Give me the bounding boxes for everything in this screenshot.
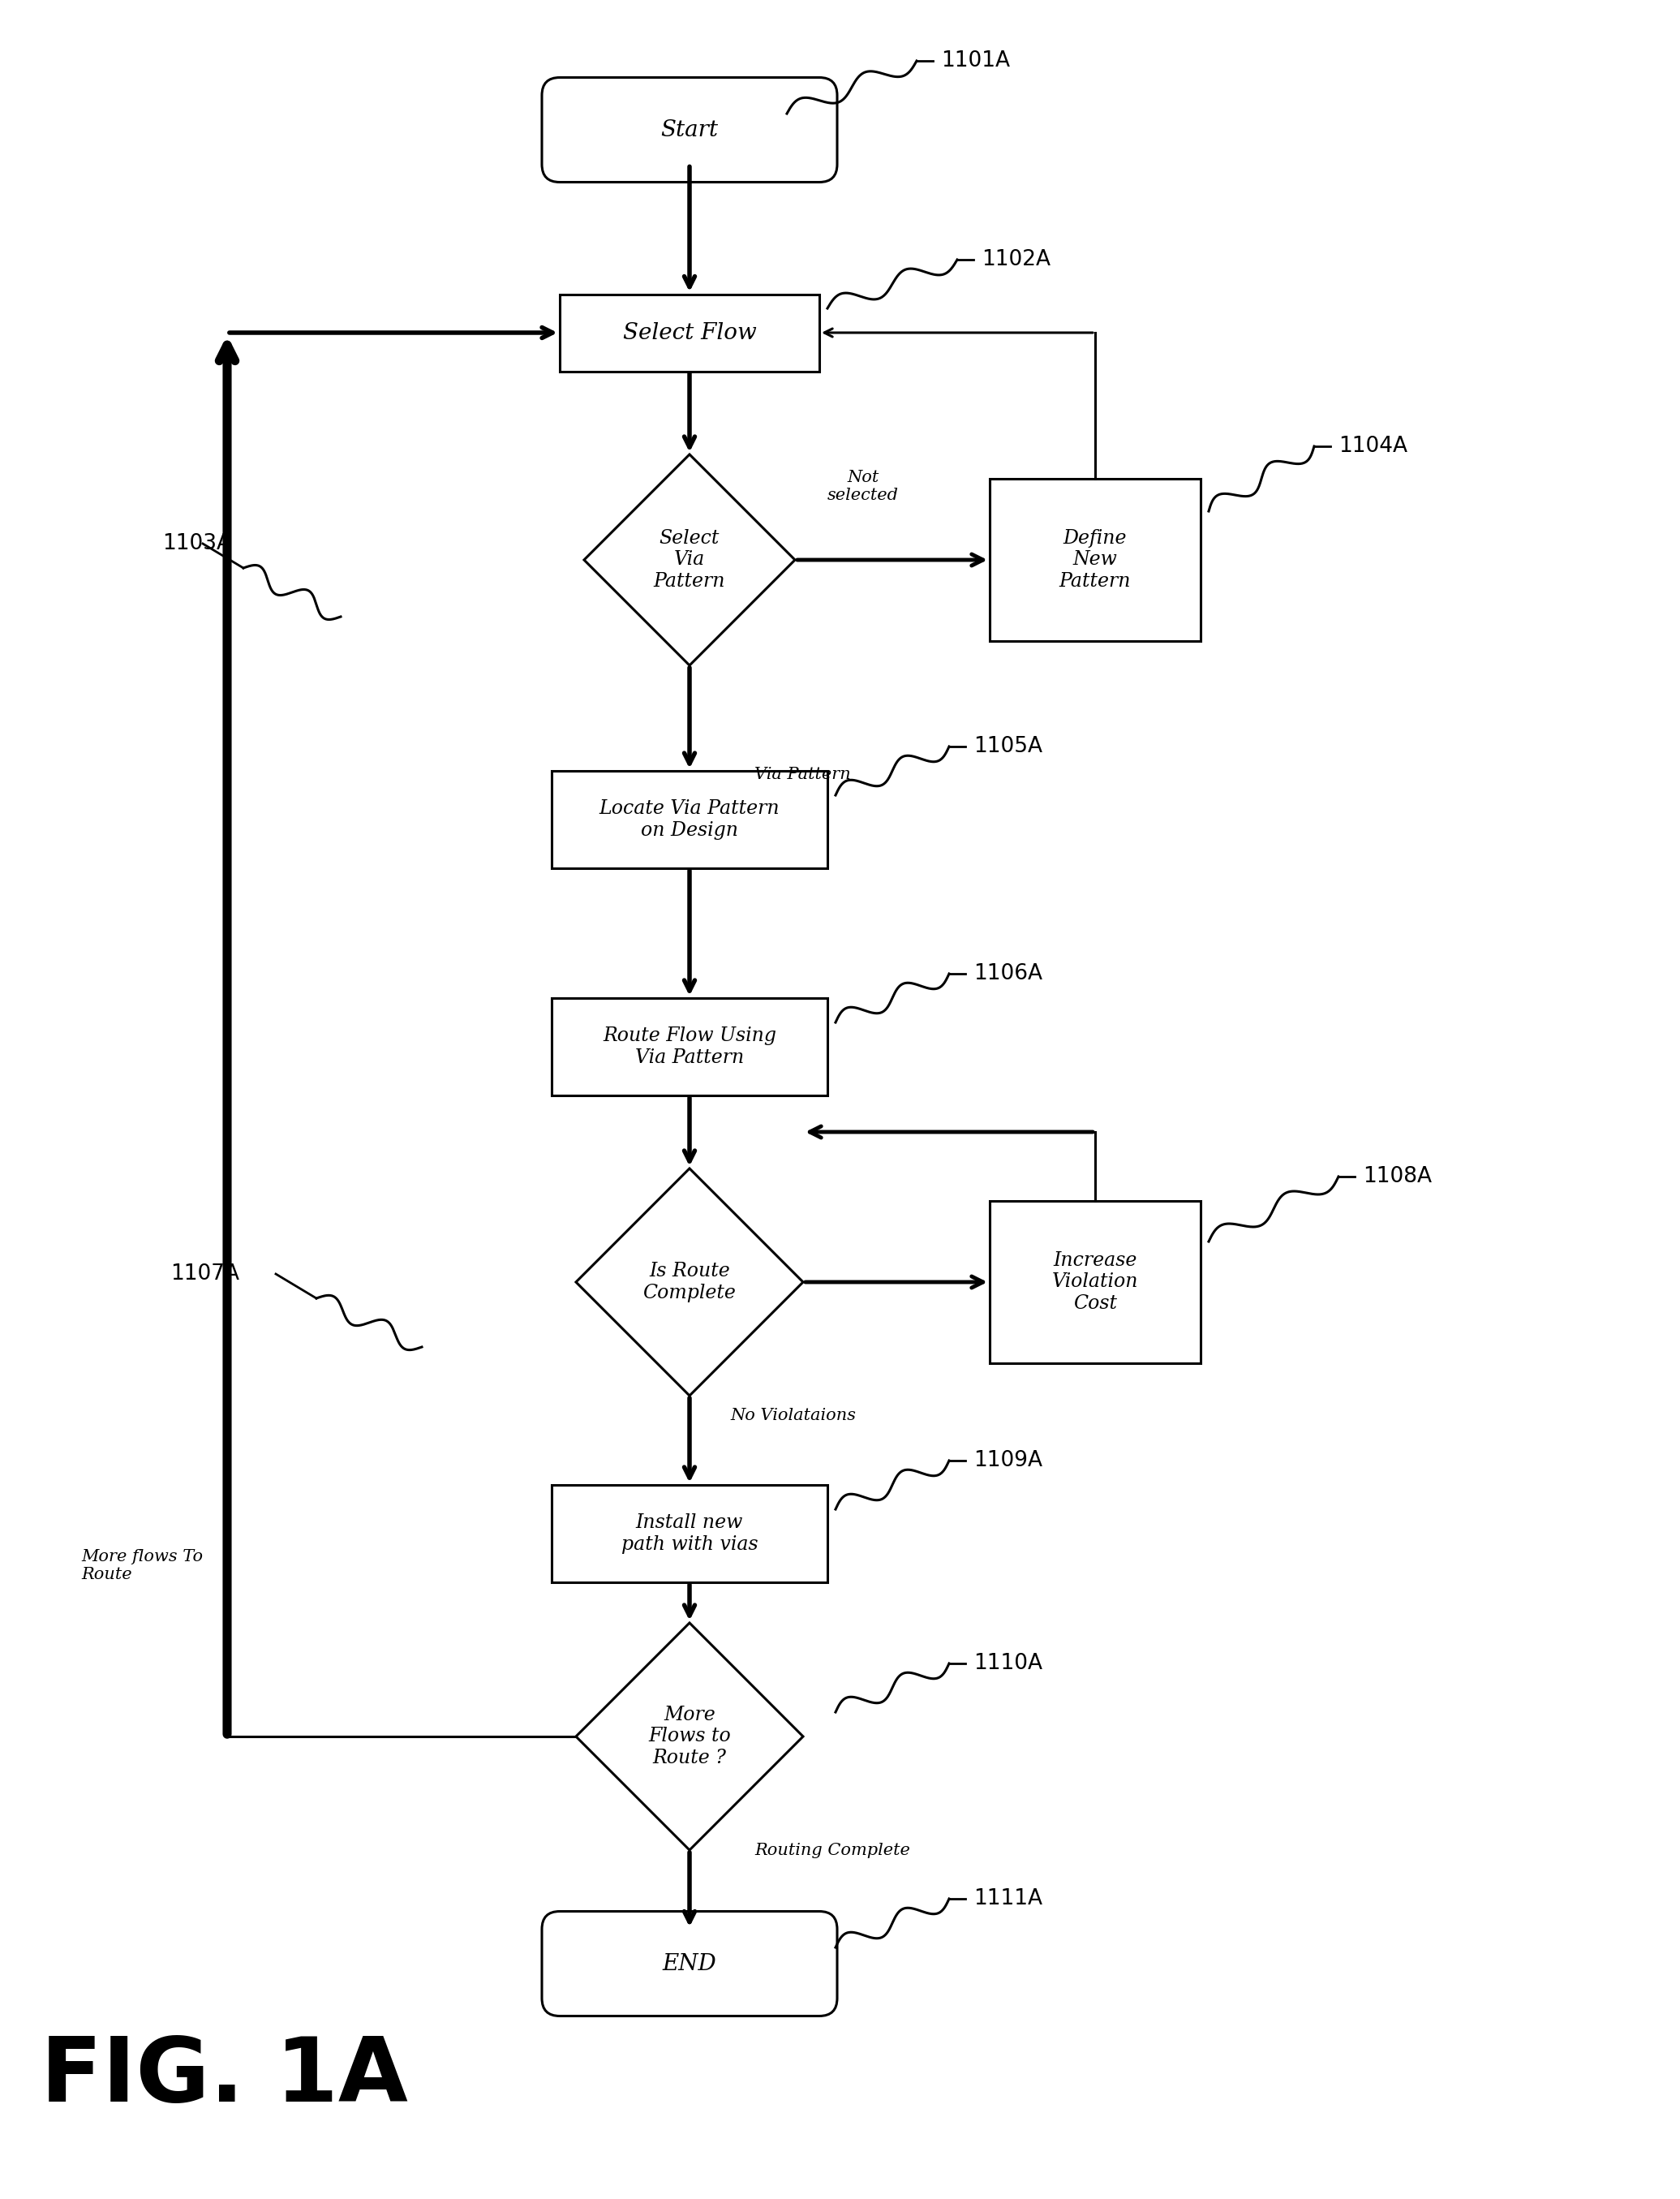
Text: Routing Complete: Routing Complete <box>754 1843 911 1858</box>
Text: Route Flow Using
Via Pattern: Route Flow Using Via Pattern <box>603 1027 776 1067</box>
Bar <box>990 479 1201 642</box>
Bar <box>551 1484 828 1583</box>
Text: 1103A: 1103A <box>163 532 232 554</box>
Bar <box>551 772 828 869</box>
Text: 1105A: 1105A <box>973 737 1042 756</box>
Text: 1108A: 1108A <box>1362 1165 1431 1187</box>
Text: 1102A: 1102A <box>981 248 1050 270</box>
Text: Start: Start <box>660 119 719 141</box>
Text: More flows To
Route: More flows To Route <box>81 1550 203 1583</box>
Bar <box>990 1201 1201 1363</box>
Text: Select
Via
Pattern: Select Via Pattern <box>654 530 726 592</box>
Text: 1101A: 1101A <box>941 51 1010 70</box>
Text: 1110A: 1110A <box>973 1654 1042 1673</box>
Text: 1109A: 1109A <box>973 1449 1042 1471</box>
Polygon shape <box>585 455 795 666</box>
Polygon shape <box>576 1168 803 1396</box>
Text: 1106A: 1106A <box>973 963 1042 985</box>
Text: Select Flow: Select Flow <box>623 321 756 343</box>
Polygon shape <box>576 1623 803 1849</box>
Text: No Violataions: No Violataions <box>731 1407 855 1423</box>
Text: END: END <box>662 1953 717 1975</box>
Text: More
Flows to
Route ?: More Flows to Route ? <box>648 1706 731 1768</box>
Text: 1104A: 1104A <box>1339 435 1408 457</box>
Text: Not
selected: Not selected <box>828 471 899 504</box>
Text: Define
New
Pattern: Define New Pattern <box>1058 530 1131 592</box>
Text: FIG. 1A: FIG. 1A <box>40 2034 408 2120</box>
Text: 1107A: 1107A <box>170 1264 239 1284</box>
Text: Locate Via Pattern
on Design: Locate Via Pattern on Design <box>600 800 780 840</box>
Text: 1111A: 1111A <box>973 1889 1042 1909</box>
Bar <box>551 998 828 1095</box>
Text: Is Route
Complete: Is Route Complete <box>643 1262 736 1302</box>
Bar <box>559 295 820 372</box>
Text: Increase
Violation
Cost: Increase Violation Cost <box>1052 1251 1139 1313</box>
FancyBboxPatch shape <box>543 1911 837 2016</box>
FancyBboxPatch shape <box>543 77 837 183</box>
Text: Via Pattern: Via Pattern <box>754 767 850 783</box>
Text: Install new
path with vias: Install new path with vias <box>622 1513 758 1555</box>
